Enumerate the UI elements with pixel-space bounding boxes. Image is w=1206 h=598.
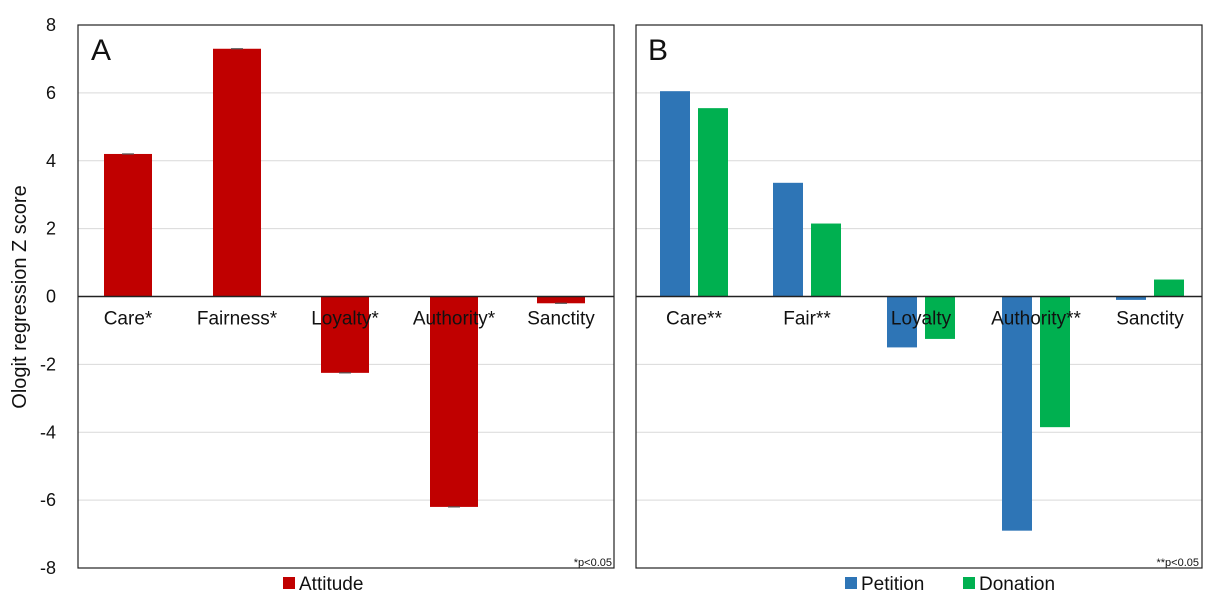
legend-label-attitude: Attitude [299,574,363,595]
panel-a-note: *p<0.05 [574,557,612,569]
y-tick-label: 4 [46,151,56,171]
bar-attitude-3 [430,296,478,507]
bar-petition-0 [660,91,690,297]
bar-petition-3 [1002,296,1032,531]
legend-swatch-donation [963,577,975,589]
bar-donation-1 [811,223,841,297]
panel-a-letter: A [91,34,111,67]
y-tick-label: 8 [46,15,56,35]
y-tick-label: 0 [46,287,56,307]
panel-b-note: **p<0.05 [1156,557,1199,569]
legend-label-donation: Donation [979,574,1055,595]
bar-donation-4 [1154,279,1184,297]
y-tick-label: -8 [40,558,56,578]
y-tick-label: -2 [40,354,56,374]
bar-donation-2 [925,296,955,339]
bar-attitude-0 [104,153,152,297]
y-tick-label: -4 [40,422,56,442]
category-label: Authority* [413,309,496,330]
bar-attitude-4 [537,296,585,304]
bar-petition-1 [773,182,803,297]
legend-swatch-petition [845,577,857,589]
panel-a-legend: Attitude [283,574,363,595]
category-label: Care** [666,309,723,330]
category-label: Authority** [991,309,1081,330]
category-label: Fairness* [197,309,278,330]
category-label: Fair** [783,309,831,330]
category-label: Sanctity [527,309,595,330]
y-axis-title: Ologit regression Z score [9,185,31,408]
category-label: Sanctity [1116,309,1184,330]
y-tick-label: 2 [46,219,56,239]
bar-attitude-1 [213,48,261,297]
bar-attitude-2 [321,296,369,373]
y-tick-label: 6 [46,83,56,103]
panel-b-letter: B [648,34,668,67]
category-label: Loyalty [891,309,952,330]
legend-label-petition: Petition [861,574,924,595]
y-tick-label: -6 [40,490,56,510]
panel-b-chart: Care** Fair** Loyalty Authority** Sanctity [635,24,1203,569]
legend-swatch-attitude [283,577,295,589]
category-label: Care* [104,309,153,330]
bar-donation-3 [1040,296,1070,428]
category-label: Loyalty* [311,309,379,330]
bar-petition-2 [887,296,917,348]
panel-b-legend: Petition Donation [845,574,1055,595]
panel-a-chart: 8 6 4 2 0 -2 -4 -6 -8 Care* Fairness* Loyalty* Autho… [40,15,615,578]
bar-petition-4 [1116,296,1146,300]
bar-donation-0 [698,108,728,297]
